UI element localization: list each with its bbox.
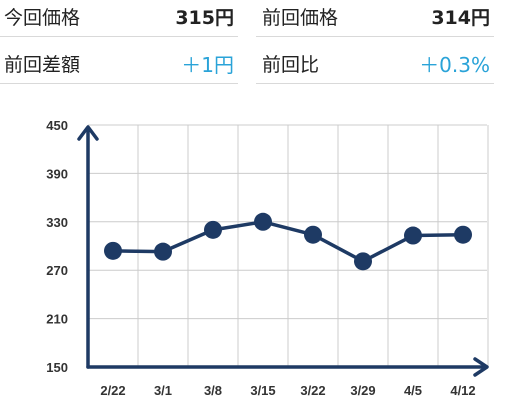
chart-axes [77,125,489,377]
price-summary-panel: 今回価格 315円 前回価格 314円 前回差額 ＋1円 前回比 ＋0.3% [0,0,528,96]
data-point [404,226,422,245]
current-price-value: 315円 [175,7,234,29]
price-diff-label: 前回差額 [4,54,81,76]
chart-series [104,212,472,271]
current-price-cell: 今回価格 315円 [0,0,238,37]
price-ratio-cell: 前回比 ＋0.3% [256,47,494,84]
price-row-diff-ratio: 前回差額 ＋1円 前回比 ＋0.3% [0,47,528,92]
data-point [254,212,272,231]
data-point [104,241,122,260]
x-tick-label: 3/29 [350,383,375,398]
chart-grid [87,124,489,368]
y-tick-label: 150 [46,360,68,375]
y-tick-label: 450 [46,118,68,133]
y-tick-label: 390 [46,166,68,181]
x-tick-label: 3/22 [300,383,325,398]
previous-price-value: 314円 [431,7,490,29]
data-point [204,220,222,239]
price-history-chart: 150 210 270 330 390 450 2/22 3/1 3/8 3/15 3/22 3/29… [0,110,528,412]
data-point [154,242,172,261]
line-chart-svg: 150 210 270 330 390 450 2/22 3/1 3/8 3/15 3/22 3/29… [46,118,489,398]
x-tick-label: 4/5 [404,383,422,398]
y-axis-arrow-icon [77,125,99,141]
previous-price-label: 前回価格 [262,7,339,29]
price-row-current-previous: 今回価格 315円 前回価格 314円 [0,0,528,45]
data-point [354,252,372,271]
y-tick-label: 210 [46,312,68,327]
chart-tick-labels: 150 210 270 330 390 450 2/22 3/1 3/8 3/15 3/22 3/29… [46,118,475,398]
y-tick-label: 270 [46,263,68,278]
x-tick-label: 3/1 [154,383,172,398]
series-line [111,220,465,264]
current-price-label: 今回価格 [4,7,81,29]
previous-price-cell: 前回価格 314円 [256,0,494,37]
price-diff-value: ＋1円 [181,53,234,77]
x-axis-arrow-icon [473,357,489,377]
x-tick-label: 3/15 [250,383,275,398]
price-ratio-label: 前回比 [262,54,320,76]
price-ratio-value: ＋0.3% [419,53,490,77]
x-tick-label: 3/8 [204,383,222,398]
x-tick-label: 4/12 [450,383,475,398]
data-point [454,225,472,244]
y-tick-label: 330 [46,215,68,230]
data-point [304,225,322,244]
price-diff-cell: 前回差額 ＋1円 [0,47,238,84]
x-tick-label: 2/22 [100,383,125,398]
